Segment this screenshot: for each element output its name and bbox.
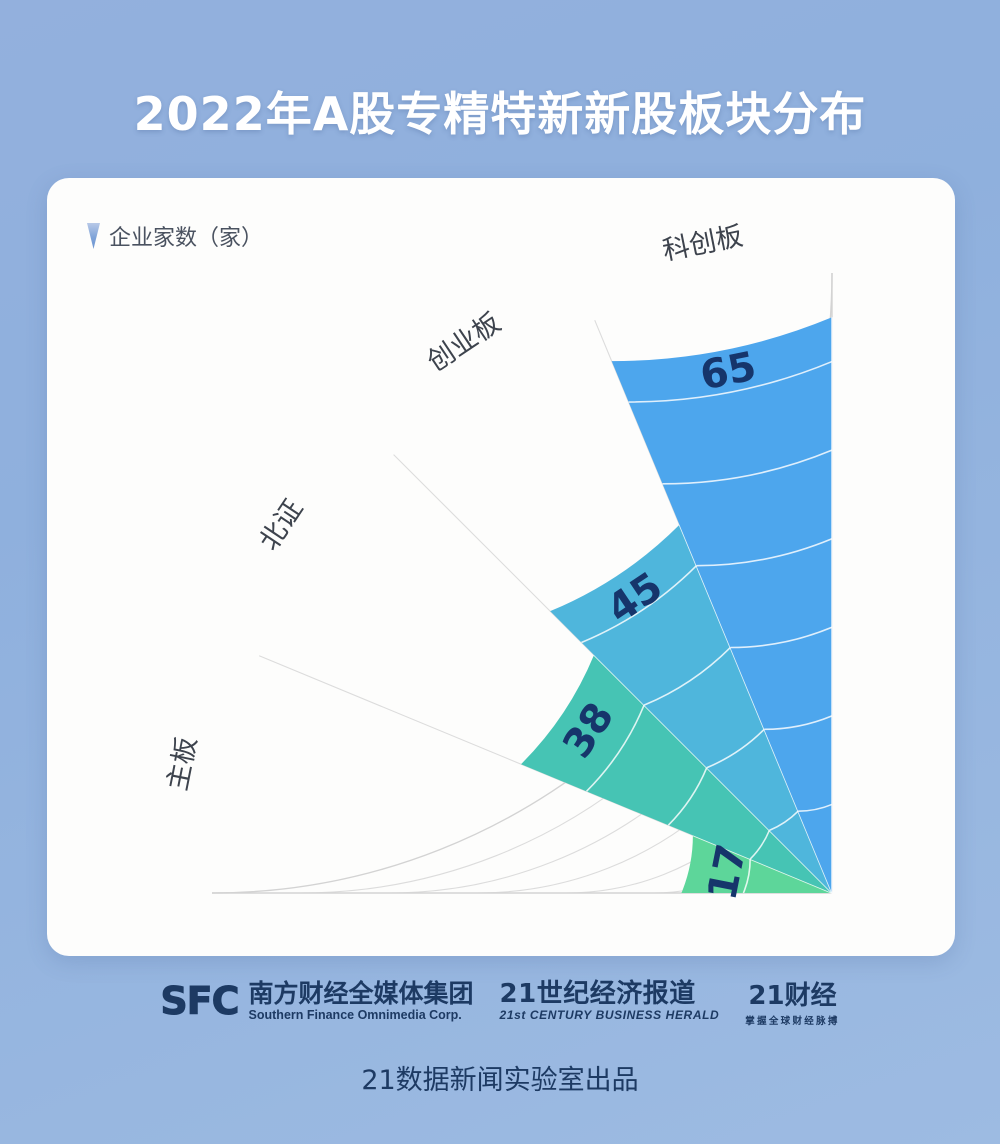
chart-card: 企业家数（家） 主板 北证 创业板 科创板 17 38 45 65 [47, 178, 955, 956]
chart-slice [681, 835, 832, 893]
footer-caption: 21数据新闻实验室出品 [361, 1065, 639, 1096]
slice-inner-arc [581, 565, 697, 644]
brand-sfc-cn: 南方财经全媒体集团 [248, 979, 474, 1008]
slice-inner-arc [730, 626, 833, 649]
chart-legend: 企业家数（家） [87, 220, 263, 252]
slice-inner-arc [662, 449, 833, 485]
slice-inner-arc [769, 810, 799, 832]
axis-label-科创板: 科创板 [660, 221, 745, 267]
brand-21caijing-en: 掌握全球财经脉搏 [745, 1016, 840, 1027]
brand-21caijing: 21财经 掌握全球财经脉搏 [745, 975, 839, 1027]
slice-value-label: 65 [696, 344, 760, 400]
brand-21cbh-text: 21世纪经济报道 21st CENTURY BUSINESS HERALD [499, 978, 720, 1023]
slice-inner-arc [628, 360, 833, 403]
sfc-logo-icon: SFC [160, 979, 240, 1023]
slice-inner-arc [667, 767, 708, 826]
slice-inner-arc [706, 728, 765, 769]
brand-sfc: SFC 南方财经全媒体集团 Southern Finance Omnimedia… [160, 979, 474, 1023]
slice-inner-arc [742, 859, 751, 894]
brand-21caijing-cn: 21财经 [748, 981, 837, 1011]
slice-inner-arc [643, 646, 731, 706]
chart-slices [521, 317, 833, 894]
slice-value-label: 17 [699, 840, 755, 904]
slice-inner-arc [696, 537, 833, 567]
axis-label-创业板: 创业板 [422, 307, 507, 378]
chart-slice [550, 524, 832, 893]
brand-21cbh-cn: 21世纪经济报道 [499, 978, 696, 1009]
legend-label: 企业家数（家） [109, 226, 264, 251]
axis-label-北证: 北证 [254, 494, 310, 556]
brand-sfc-en: Southern Finance Omnimedia Corp. [248, 1008, 462, 1022]
footer-brands: SFC 南方财经全媒体集团 Southern Finance Omnimedia… [0, 975, 1000, 1027]
slice-inner-arc [585, 704, 645, 792]
chart-slice [611, 317, 832, 893]
brand-21cbh-en: 21st CENTURY BUSINESS HERALD [499, 1007, 720, 1022]
chart-slice [521, 655, 832, 893]
brand-21cbh: 21世纪经济报道 21st CENTURY BUSINESS HERALD [499, 978, 720, 1023]
page-title: 2022年A股专精特新新股板块分布 [133, 87, 867, 141]
brand-sfc-text: 南方财经全媒体集团 Southern Finance Omnimedia Cor… [248, 979, 474, 1023]
axis-label-主板: 主板 [162, 734, 203, 793]
slice-inner-arc [749, 830, 771, 860]
slice-inner-arc [798, 803, 833, 812]
slice-inner-arc [764, 715, 833, 731]
